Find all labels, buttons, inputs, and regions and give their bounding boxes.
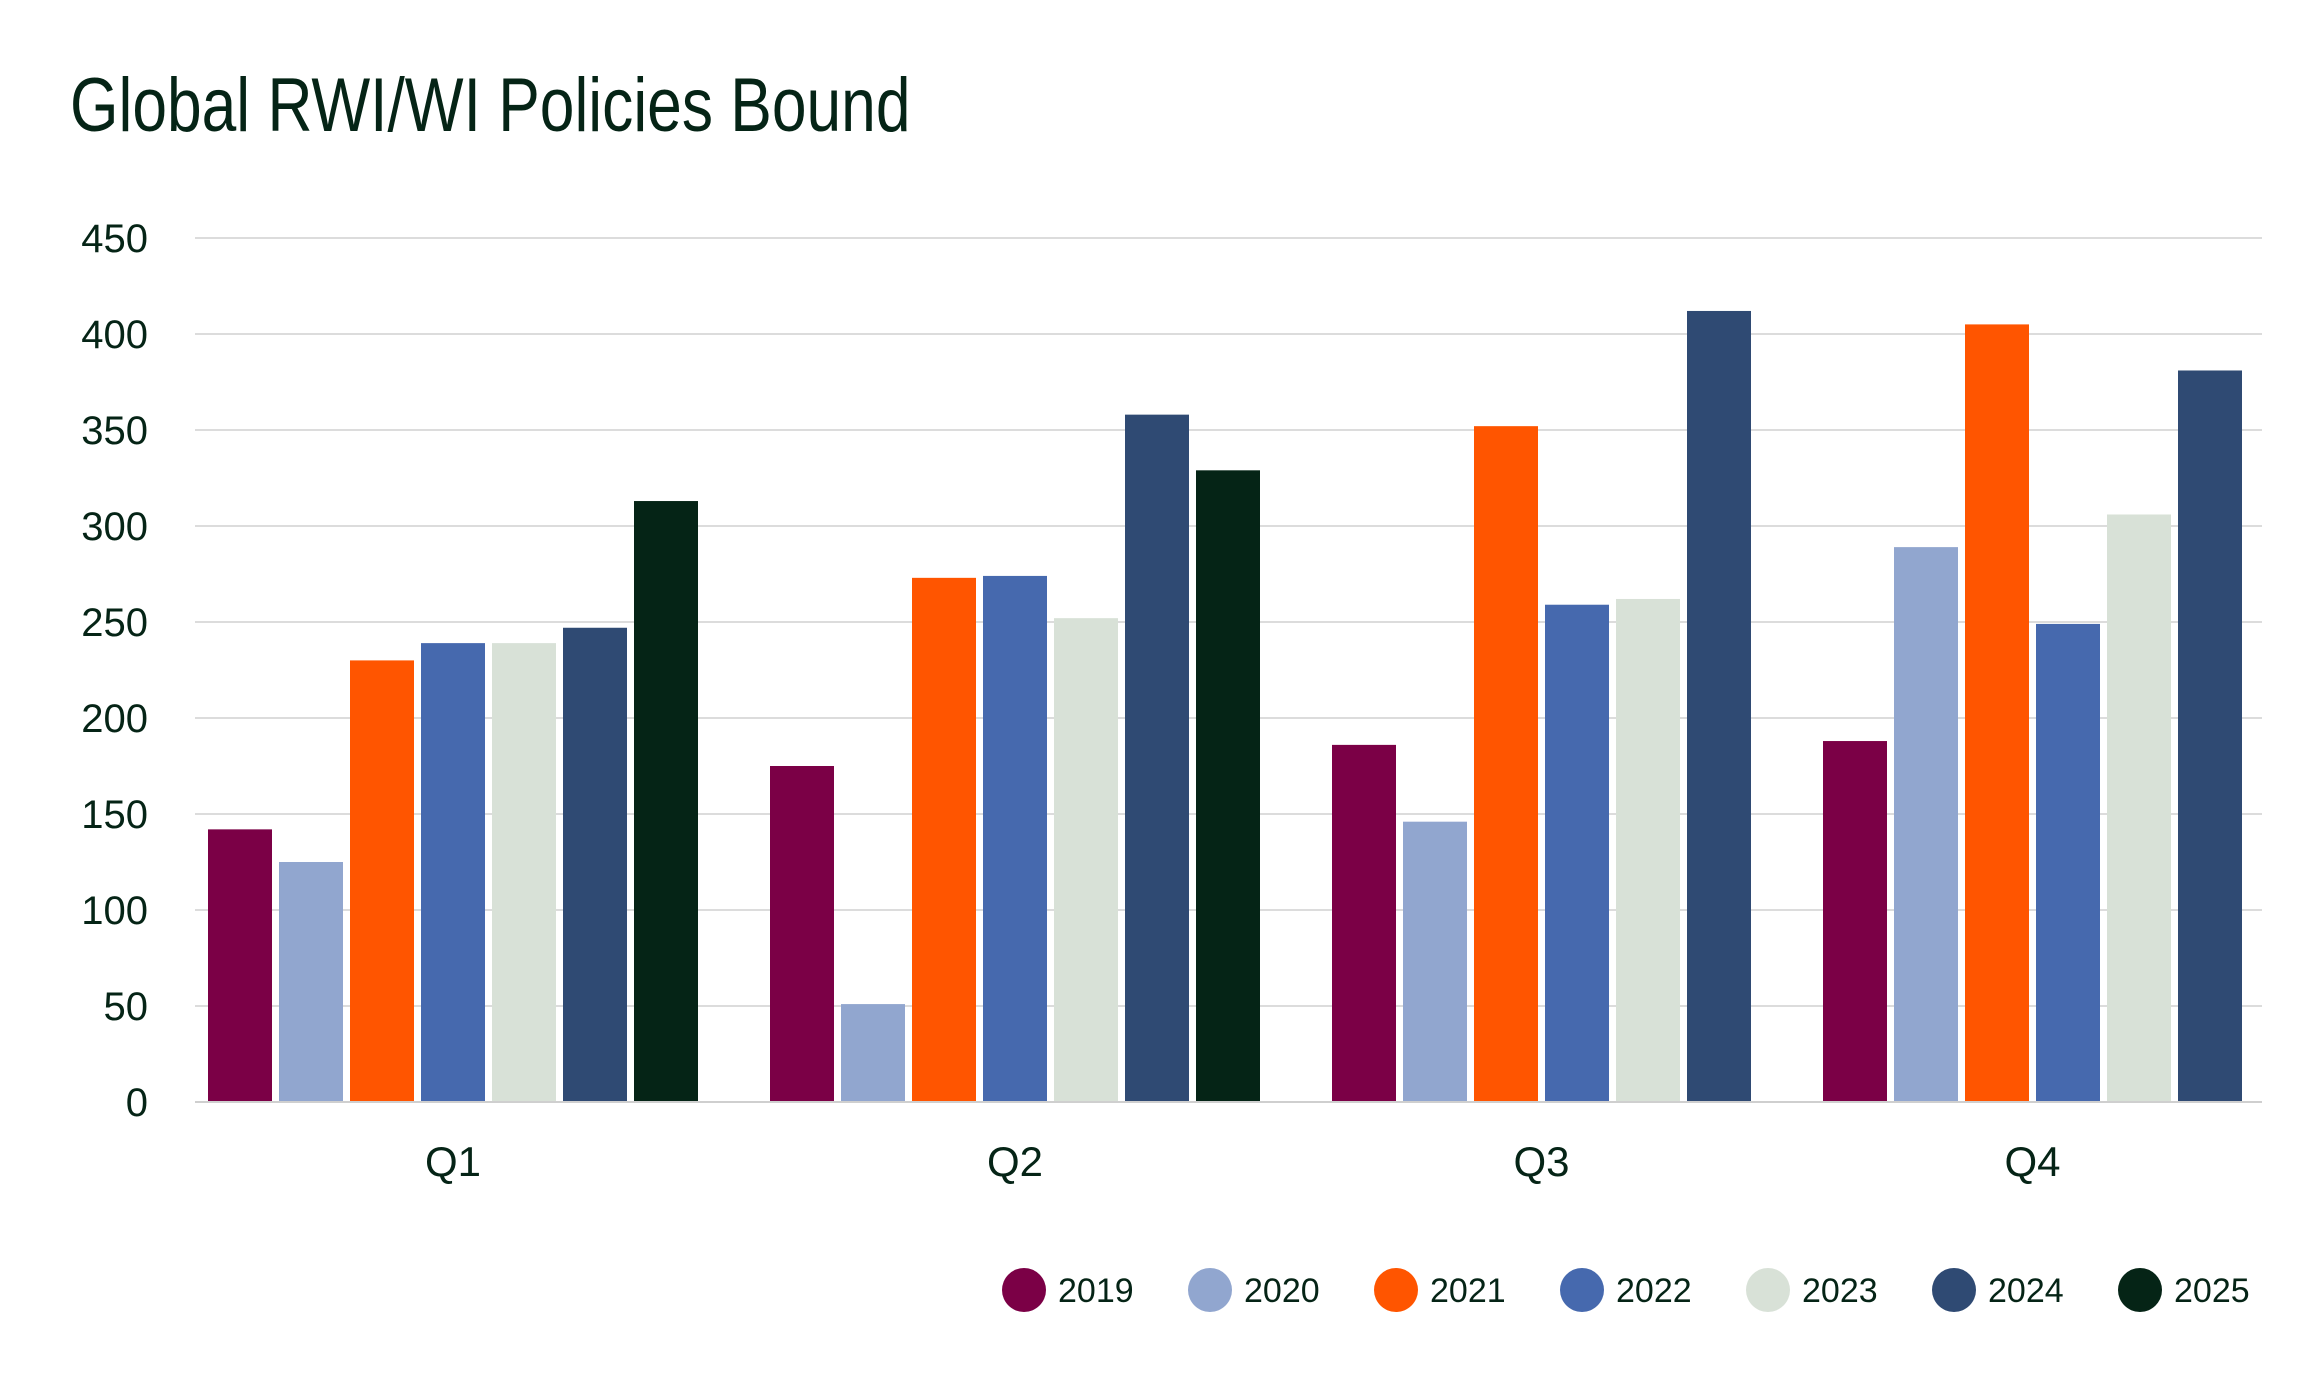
- bar-q4-2020: [1894, 547, 1958, 1102]
- bar-q4-2023: [2107, 514, 2171, 1102]
- y-tick-label: 50: [104, 985, 149, 1029]
- legend-swatch-2025: [2118, 1268, 2162, 1312]
- legend-swatch-2023: [1746, 1268, 1790, 1312]
- bar-q4-2019: [1823, 741, 1887, 1102]
- x-tick-label: Q2: [987, 1138, 1043, 1185]
- x-tick-label: Q3: [1513, 1138, 1569, 1185]
- legend-swatch-2020: [1188, 1268, 1232, 1312]
- legend-label-2021: 2021: [1430, 1272, 1506, 1310]
- legend-swatch-2022: [1560, 1268, 1604, 1312]
- bar-q2-2021: [912, 577, 976, 1102]
- y-tick-label: 0: [126, 1081, 148, 1125]
- bar-q3-2021: [1474, 426, 1538, 1102]
- bar-q1-2024: [563, 627, 627, 1102]
- y-tick-label: 300: [81, 505, 148, 549]
- bar-q4-2024: [2178, 370, 2242, 1103]
- bar-q4-2022: [2036, 623, 2100, 1102]
- legend-swatch-2024: [1932, 1268, 1976, 1312]
- y-tick-label: 450: [81, 217, 148, 261]
- bar-q1-2020: [279, 862, 343, 1102]
- y-tick-label: 350: [81, 409, 148, 453]
- legend: 2019 2020 2021 2022 2023 2024 2025: [1002, 1268, 2250, 1312]
- y-tick-label: 400: [81, 313, 148, 357]
- legend-swatch-2021: [1374, 1268, 1418, 1312]
- bar-q3-2019: [1332, 744, 1396, 1102]
- bar-q3-2023: [1616, 598, 1680, 1102]
- chart-title: Global RWI/WI Policies Bound: [70, 63, 911, 148]
- legend-label-2020: 2020: [1244, 1272, 1320, 1310]
- bar-q1-2021: [350, 660, 414, 1102]
- x-axis-categories: Q1 Q2 Q3 Q4: [425, 1138, 2061, 1185]
- bar-q2-2019: [770, 766, 834, 1102]
- legend-label-2019: 2019: [1058, 1272, 1134, 1310]
- bar-q1-2025: [634, 501, 698, 1102]
- y-tick-label: 100: [81, 889, 148, 933]
- legend-label-2025: 2025: [2174, 1272, 2250, 1310]
- bar-q3-2024: [1687, 310, 1751, 1103]
- bar-q2-2020: [841, 1004, 905, 1102]
- bar-q2-2024: [1125, 414, 1189, 1102]
- legend-label-2024: 2024: [1988, 1272, 2064, 1310]
- legend-swatch-2019: [1002, 1268, 1046, 1312]
- y-axis-ticks: 0 50 100 150 200 250 300 350 400 450: [81, 217, 148, 1125]
- legend-label-2023: 2023: [1802, 1272, 1878, 1310]
- legend-label-2022: 2022: [1616, 1272, 1692, 1310]
- bar-q1-2022: [421, 643, 485, 1102]
- x-tick-label: Q4: [2004, 1138, 2060, 1185]
- bar-q2-2022: [983, 575, 1047, 1102]
- bar-q3-2020: [1403, 821, 1467, 1102]
- bars: [208, 310, 2242, 1103]
- bar-q1-2023: [492, 643, 556, 1102]
- x-tick-label: Q1: [425, 1138, 481, 1185]
- bar-q3-2022: [1545, 604, 1609, 1102]
- bar-q2-2025: [1196, 470, 1260, 1102]
- bar-q2-2023: [1054, 618, 1118, 1102]
- bar-q1-2019: [208, 829, 272, 1102]
- y-tick-label: 250: [81, 601, 148, 645]
- y-tick-label: 200: [81, 697, 148, 741]
- bar-q4-2021: [1965, 324, 2029, 1102]
- y-tick-label: 150: [81, 793, 148, 837]
